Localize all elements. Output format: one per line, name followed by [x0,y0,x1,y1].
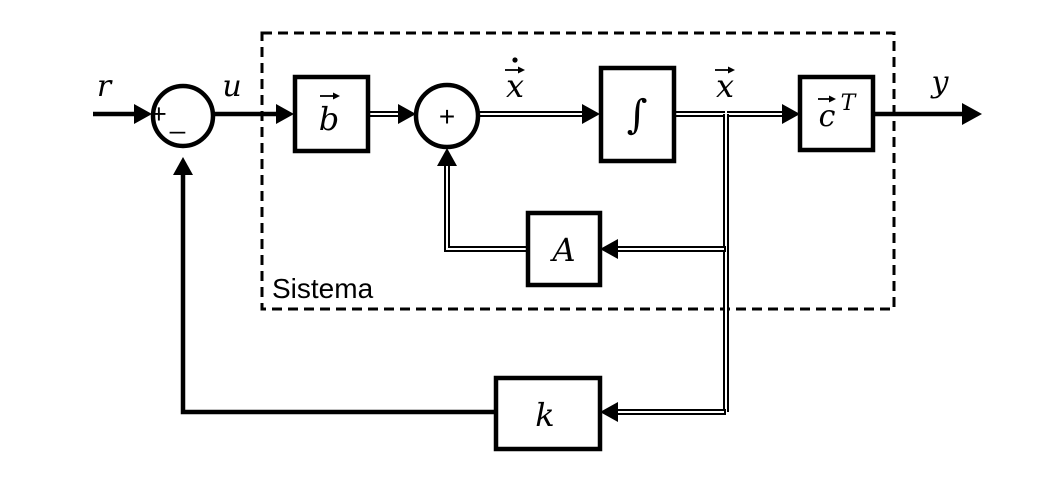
arrowhead-y [962,103,982,125]
block-A: A [525,210,603,288]
vector-signal-lines [368,111,786,415]
svg-text:b: b [319,100,339,138]
svg-text:k: k [535,396,554,434]
main-summing-junction: + _ [150,83,216,149]
system-boundary [260,31,896,311]
plus-sign: + [151,99,167,129]
arrowhead-A-sum [437,148,457,166]
plus-sign: + [439,101,455,132]
arrowhead-int-ct [782,104,800,124]
svg-text:x: x [506,67,524,105]
feedback-k-line [180,172,496,415]
arrowhead-k [600,402,618,422]
arrowhead-r [134,104,152,124]
label-x: x [715,66,735,105]
block-integrator: ∫ [598,65,677,164]
label-r: r [97,69,113,104]
label-xdot: x [505,57,525,105]
minus-sign: _ [169,104,186,134]
arrowhead-feedback [173,157,193,175]
arrowhead-sum-int [582,104,600,124]
label-u: u [222,69,241,104]
arrowhead-u [276,104,294,124]
svg-text:x: x [716,67,734,105]
arrowhead-A [600,239,618,259]
svg-text:∫: ∫ [627,92,648,138]
svg-text:T: T [841,91,858,116]
block-ct: c T [797,74,876,153]
svg-text:A: A [549,231,575,269]
block-k: k [493,375,603,452]
arrowhead-b-sum [398,104,416,124]
label-y: y [930,65,950,100]
system-label: Sistema [272,273,374,304]
block-b: b [292,74,371,154]
inner-summing-junction: + [413,82,481,150]
svg-text:c: c [819,99,836,134]
